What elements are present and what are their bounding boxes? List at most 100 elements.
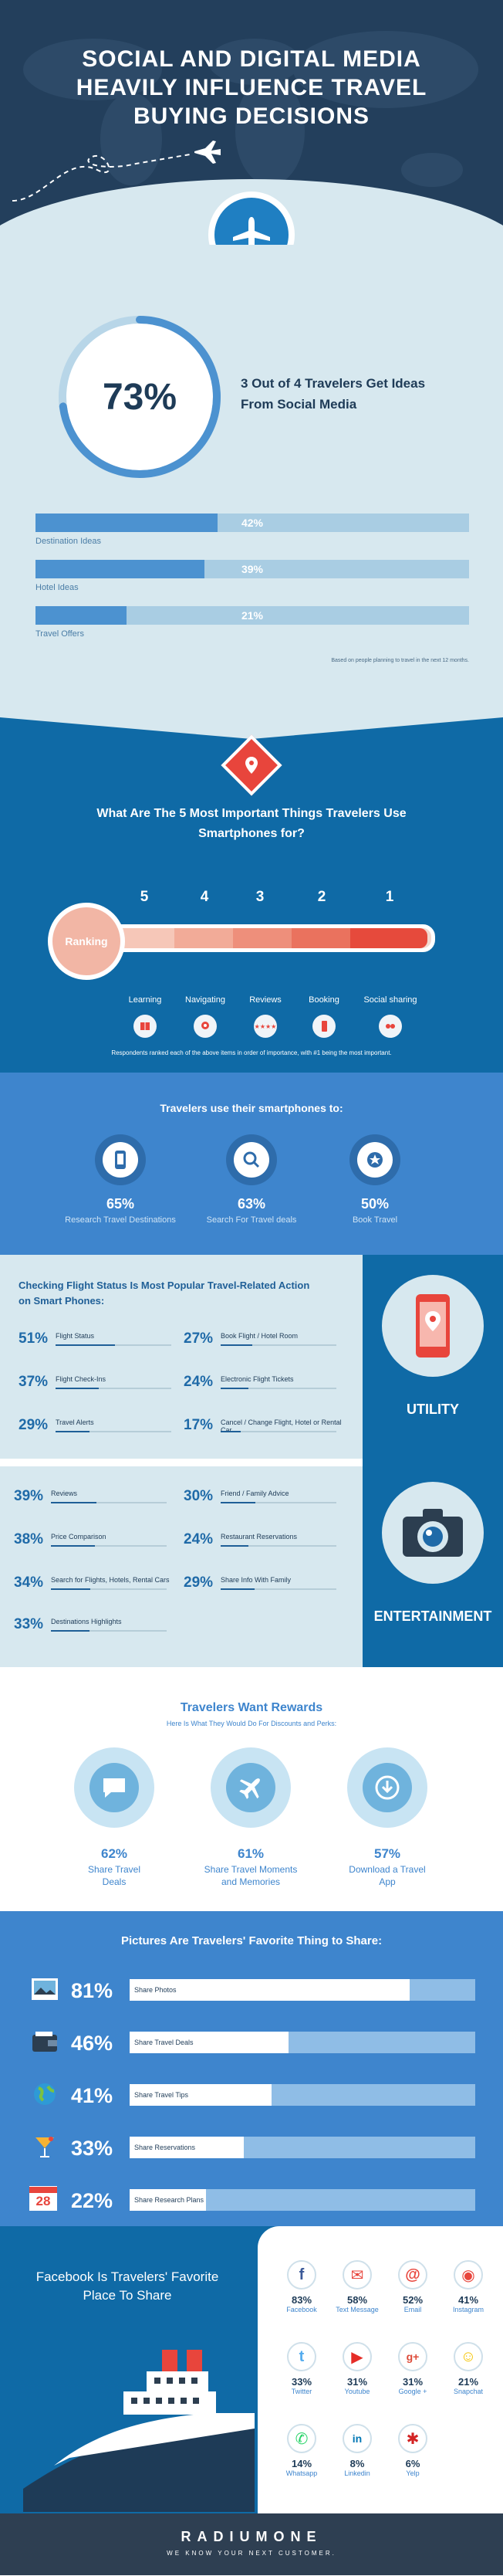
network-name: Snapchat (453, 2388, 484, 2395)
stat-fill (56, 1344, 115, 1346)
stat-pct: 33% (14, 1616, 44, 1632)
ranking-footnote: Respondents ranked each of the above ite… (111, 1049, 392, 1056)
rank-segment-1 (350, 928, 427, 948)
ranking-bulb: Ranking (48, 903, 125, 980)
cruise-ship-icon (23, 2350, 255, 2512)
page-title: SOCIAL AND DIGITAL MEDIA HEAVILY INFLUEN… (76, 46, 427, 129)
stat-label: Restaurant Reservations (221, 1533, 298, 1541)
share-deals-badge (74, 1747, 154, 1828)
network-name: Yelp (406, 2469, 420, 2477)
photo-icon (29, 1976, 60, 2002)
share-row: 41% Share Travel Tips (29, 2079, 477, 2110)
whatsapp-icon: ✆ (287, 2424, 316, 2453)
network-pct: 14% (291, 2458, 312, 2469)
stat-label: Search for Flights, Hotels, Rental Cars (51, 1576, 170, 1584)
network-youtube: ▶ 31% Youtube (330, 2342, 384, 2395)
star-icon (367, 1152, 383, 1168)
smartphone-use-section: Travelers use their smartphones to: 65% … (0, 1073, 503, 1255)
share-bar-fill (130, 2137, 244, 2158)
rank-segment-5 (116, 928, 174, 948)
stat-fill (221, 1588, 255, 1590)
stars-icon: ★★★★ (254, 1015, 277, 1038)
share-bar-fill (130, 2084, 272, 2106)
network-twitter: t 33% Twitter (275, 2342, 329, 2395)
network-pct: 33% (291, 2376, 312, 2388)
stat-fill (221, 1502, 255, 1503)
travel-offers-bar: 21% (35, 606, 469, 625)
entertainment-stat: 39% Reviews (14, 1488, 184, 1510)
network-name: Email (403, 2306, 422, 2313)
footer: RADIUMONE WE KNOW YOUR NEXT CUSTOMER. (0, 2513, 503, 2575)
header-section: SOCIAL AND DIGITAL MEDIA HEAVILY INFLUEN… (0, 0, 503, 246)
share-bar-fill (130, 2189, 206, 2211)
ranking-title: What Are The 5 Most Important Things Tra… (96, 807, 407, 840)
network-yelp: ✱ 6% Yelp (386, 2424, 440, 2477)
stat-pct: 51% (19, 1330, 49, 1347)
smartphone-use-title: Travelers use their smartphones to: (160, 1102, 343, 1114)
network-whatsapp: ✆ 14% Whatsapp (275, 2424, 329, 2477)
rank-number: 4 (200, 889, 209, 905)
rank-label: Navigating (185, 995, 225, 1005)
reward-pct: 57% (373, 1846, 401, 1861)
stat-fill (221, 1388, 248, 1389)
smartphone-use-pct: 63% (237, 1196, 266, 1212)
download-icon (375, 1775, 400, 1800)
snapchat-icon: ☺ (454, 2342, 483, 2371)
share-pct: 81% (71, 1979, 113, 2002)
share-bar-fill (130, 1979, 410, 2001)
wallet-icon (29, 2029, 60, 2055)
book-travel-badge (349, 1134, 400, 1185)
stat-pct: 29% (19, 1417, 49, 1433)
linkedin-icon: in (343, 2424, 372, 2453)
entertainment-badge (382, 1482, 484, 1584)
favorite-share-section: Pictures Are Travelers' Favorite Thing t… (0, 1911, 503, 2226)
calendar-icon: 28 (29, 2186, 57, 2211)
stat-fill (221, 1545, 248, 1547)
network-pct: 58% (346, 2294, 368, 2306)
stat-pct: 37% (19, 1374, 49, 1390)
stat-label: Book Flight / Hotel Room (221, 1332, 299, 1340)
utility-badge (382, 1275, 484, 1377)
stat-label: Flight Check-Ins (56, 1375, 106, 1383)
map-pin-icon (245, 757, 258, 774)
plane-trail-icon (12, 141, 221, 202)
entertainment-stat: 30% Friend / Family Advice (184, 1488, 353, 1510)
stat-pct: 39% (14, 1488, 44, 1504)
radiumone-logo: RADIUMONE (181, 2529, 322, 2544)
reward-label: Download a Travel App (349, 1864, 426, 1887)
stat-fill (56, 1431, 89, 1432)
network-name: Text Message (336, 2306, 379, 2313)
facebook-panel: Facebook Is Travelers' Favorite Place To… (0, 2226, 258, 2513)
youtube-icon: ▶ (343, 2342, 372, 2371)
rank-segment-4 (174, 928, 233, 948)
stat-label: Flight Status (56, 1332, 95, 1340)
smartphone-use-label: Research Travel Destinations (65, 1215, 176, 1225)
share-pct: 46% (71, 2032, 113, 2055)
stats-note: Based on people planning to travel in th… (331, 658, 469, 663)
rank-number: 5 (140, 889, 149, 905)
network-pct: 41% (457, 2294, 479, 2306)
phone-icon (312, 1015, 336, 1038)
bar-value: 21% (241, 609, 264, 622)
entertainment-stat: 24% Restaurant Reservations (184, 1531, 353, 1553)
reward-pct: 62% (100, 1846, 128, 1861)
rank-segment-3 (233, 928, 292, 948)
network-pct: 6% (405, 2458, 420, 2469)
share-moments-badge (211, 1747, 291, 1828)
cocktail-icon (29, 2134, 60, 2160)
share-bar-fill (130, 2032, 289, 2053)
network-pct: 31% (402, 2376, 424, 2388)
utility-entertainment-section: Checking Flight Status Is Most Popular T… (0, 1255, 503, 1667)
stat-pct: 17% (184, 1417, 214, 1433)
network-text-message: ✉ 58% Text Message (330, 2260, 384, 2313)
instagram-icon: ◉ (454, 2260, 483, 2290)
google-icon: g+ (398, 2342, 427, 2371)
bar-fill (35, 514, 218, 532)
utility-stat: 37% Flight Check-Ins (19, 1374, 188, 1395)
smartphone-use-pct: 65% (106, 1196, 135, 1212)
stat-pct: 30% (184, 1488, 214, 1504)
hotel-ideas-bar: 39% (35, 560, 469, 578)
share-label: Share Travel Tips (134, 2091, 189, 2099)
smartphone-use-label: Search For Travel deals (206, 1215, 297, 1225)
smartphone-pin-icon (416, 1294, 450, 1357)
